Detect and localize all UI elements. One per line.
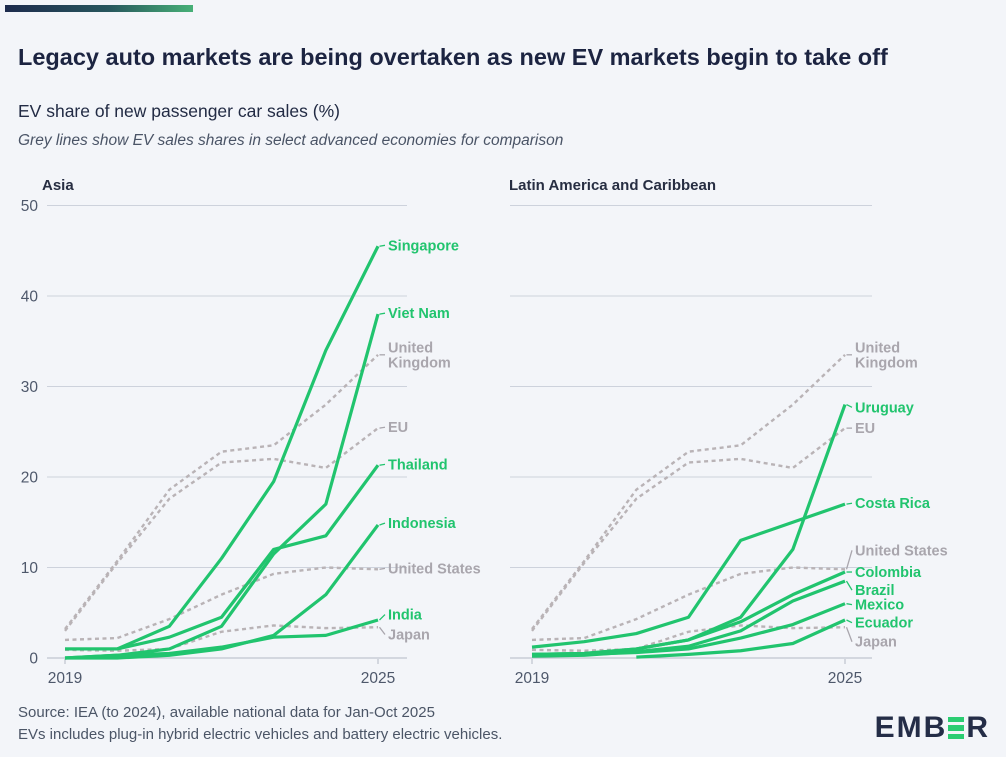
svg-text:Ecuador: Ecuador [855,616,913,632]
svg-text:Mexico: Mexico [855,598,904,614]
brand-gradient-bar [5,5,193,12]
svg-text:Singapore: Singapore [388,238,459,254]
svg-text:2019: 2019 [48,670,82,687]
svg-text:Indonesia: Indonesia [388,516,457,532]
svg-text:Uruguay: Uruguay [855,400,914,416]
svg-text:2025: 2025 [828,670,862,687]
svg-text:Costa Rica: Costa Rica [855,496,931,512]
source-text: Source: IEA (to 2024), available nationa… [18,704,435,721]
svg-text:Brazil: Brazil [855,583,895,599]
svg-text:United States: United States [388,561,481,577]
ember-logo: EMB R [875,711,990,745]
svg-text:50: 50 [21,198,39,215]
svg-text:40: 40 [21,289,39,306]
svg-text:2019: 2019 [515,670,549,687]
svg-text:EU: EU [855,421,875,437]
svg-text:India: India [388,608,423,624]
ember-logo-text-post: R [966,711,990,744]
page-title: Legacy auto markets are being overtaken … [18,43,888,70]
svg-text:Thailand: Thailand [388,457,448,473]
chart-subtitle: EV share of new passenger car sales (%) [18,101,340,121]
svg-text:0: 0 [29,651,38,668]
svg-text:30: 30 [21,379,39,396]
svg-text:Asia: Asia [42,177,74,194]
svg-text:20: 20 [21,470,39,487]
ember-logo-text-pre: EMB [874,711,948,744]
ev-definition-text: EVs includes plug-in hybrid electric veh… [18,726,503,743]
charts-row: 0 10 20 30 40 50 Asia 2019 2025 United Kingdom EU Un… [0,168,1006,693]
svg-text:10: 10 [21,560,39,577]
ember-logo-e-icon [948,716,965,741]
svg-text:Japan: Japan [855,635,897,651]
comparison-note: Grey lines show EV sales shares in selec… [18,132,564,149]
svg-text:United States: United States [855,543,948,559]
svg-text:2025: 2025 [361,670,395,687]
svg-text:Colombia: Colombia [855,565,922,581]
svg-text:Viet Nam: Viet Nam [388,306,450,322]
latam-line-chart: Latin America and Caribbean 2019 2025 Unite… [509,177,948,687]
svg-text:Japan: Japan [388,627,430,643]
svg-text:Latin America and Caribbean: Latin America and Caribbean [509,177,716,194]
svg-text:EU: EU [388,420,408,436]
